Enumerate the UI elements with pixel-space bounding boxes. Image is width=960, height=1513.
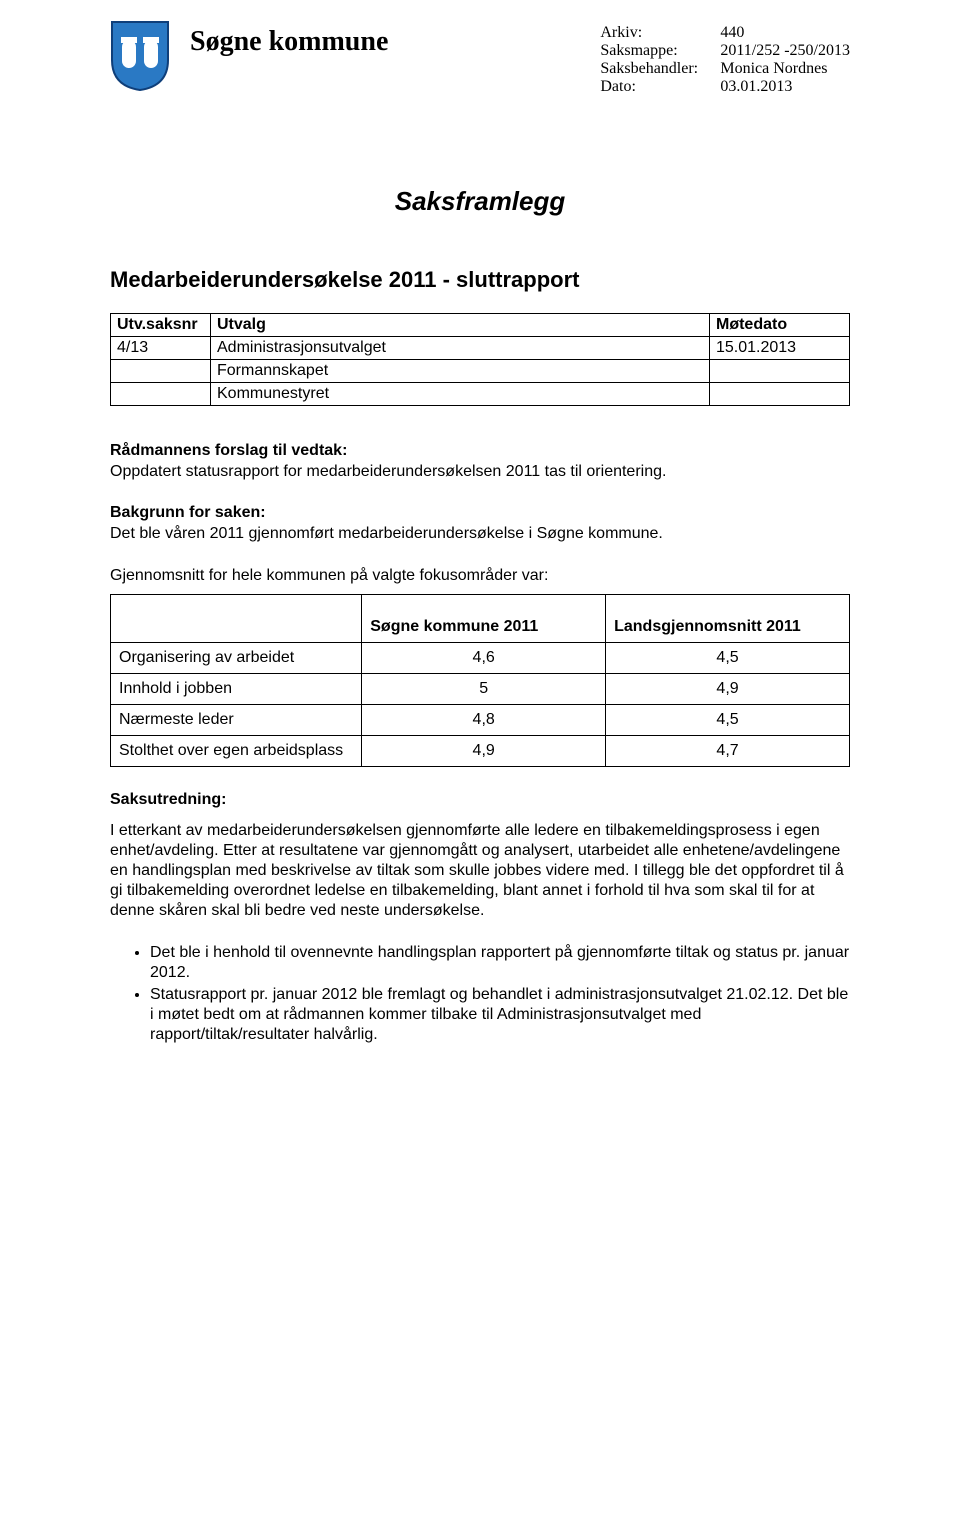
- meta-dato-label: Dato:: [600, 78, 720, 96]
- saksutredning-para1: I etterkant av medarbeiderundersøkelsen …: [110, 821, 850, 921]
- meta-arkiv-label: Arkiv:: [600, 24, 720, 42]
- table-row: 4/13 Administrasjonsutvalget 15.01.2013: [111, 337, 850, 360]
- cell-saksnr: [111, 360, 211, 383]
- subject: Medarbeiderundersøkelse 2011 - sluttrapp…: [110, 267, 850, 293]
- th-blank: [111, 595, 362, 643]
- committee-table: Utv.saksnr Utvalg Møtedato 4/13 Administ…: [110, 313, 850, 406]
- meta-saksbehandler-value: Monica Nordnes: [720, 60, 827, 78]
- table-row: Stolthet over egen arbeidsplass 4,9 4,7: [111, 736, 850, 767]
- shield-shape: [112, 22, 168, 90]
- cell-utvalg: Kommunestyret: [211, 383, 710, 406]
- list-item: Det ble i henhold til ovennevnte handlin…: [150, 943, 850, 983]
- table-row: Formannskapet: [111, 360, 850, 383]
- cell-label: Stolthet over egen arbeidsplass: [111, 736, 362, 767]
- cell-label: Organisering av arbeidet: [111, 643, 362, 674]
- cell-saksnr: [111, 383, 211, 406]
- cell-lands: 4,9: [606, 674, 850, 705]
- cell-motedato: [710, 383, 850, 406]
- th-sogne: Søgne kommune 2011: [362, 595, 606, 643]
- header: Søgne kommune Arkiv: 440 Saksmappe: 2011…: [110, 20, 850, 96]
- cell-label: Innhold i jobben: [111, 674, 362, 705]
- meta-saksmappe-value: 2011/252 -250/2013: [720, 42, 850, 60]
- cell-sogne: 4,8: [362, 705, 606, 736]
- table-row: Kommunestyret: [111, 383, 850, 406]
- cell-label: Nærmeste leder: [111, 705, 362, 736]
- th-motedato: Møtedato: [710, 314, 850, 337]
- meta-dato-value: 03.01.2013: [720, 78, 792, 96]
- radmannen-text: Oppdatert statusrapport for medarbeideru…: [110, 462, 850, 482]
- case-meta: Arkiv: 440 Saksmappe: 2011/252 -250/2013…: [600, 24, 850, 96]
- cell-motedato: [710, 360, 850, 383]
- doc-title: Saksframlegg: [110, 186, 850, 217]
- table-row: Organisering av arbeidet 4,6 4,5: [111, 643, 850, 674]
- list-item: Statusrapport pr. januar 2012 ble fremla…: [150, 985, 850, 1045]
- cell-lands: 4,7: [606, 736, 850, 767]
- fokus-table: Søgne kommune 2011 Landsgjennomsnitt 201…: [110, 594, 850, 767]
- table-row: Innhold i jobben 5 4,9: [111, 674, 850, 705]
- cell-lands: 4,5: [606, 705, 850, 736]
- shield-icon: [110, 20, 170, 92]
- cell-utvalg: Formannskapet: [211, 360, 710, 383]
- radmannen-heading: Rådmannens forslag til vedtak:: [110, 442, 850, 460]
- bakgrunn-text2: Gjennomsnitt for hele kommunen på valgte…: [110, 566, 850, 586]
- cell-utvalg: Administrasjonsutvalget: [211, 337, 710, 360]
- table-row: Nærmeste leder 4,8 4,5: [111, 705, 850, 736]
- th-saksnr: Utv.saksnr: [111, 314, 211, 337]
- cell-motedato: 15.01.2013: [710, 337, 850, 360]
- saksutredning-heading: Saksutredning:: [110, 791, 850, 809]
- bakgrunn-heading: Bakgrunn for saken:: [110, 504, 850, 522]
- cell-sogne: 5: [362, 674, 606, 705]
- cell-sogne: 4,6: [362, 643, 606, 674]
- org-name: Søgne kommune: [190, 26, 580, 58]
- meta-arkiv-value: 440: [720, 24, 744, 42]
- document-page: Søgne kommune Arkiv: 440 Saksmappe: 2011…: [0, 0, 960, 1105]
- meta-saksmappe-label: Saksmappe:: [600, 42, 720, 60]
- th-lands: Landsgjennomsnitt 2011: [606, 595, 850, 643]
- cell-sogne: 4,9: [362, 736, 606, 767]
- meta-saksbehandler-label: Saksbehandler:: [600, 60, 720, 78]
- cell-lands: 4,5: [606, 643, 850, 674]
- bullet-list: Det ble i henhold til ovennevnte handlin…: [110, 943, 850, 1045]
- cell-saksnr: 4/13: [111, 337, 211, 360]
- bakgrunn-text1: Det ble våren 2011 gjennomført medarbeid…: [110, 524, 850, 544]
- th-utvalg: Utvalg: [211, 314, 710, 337]
